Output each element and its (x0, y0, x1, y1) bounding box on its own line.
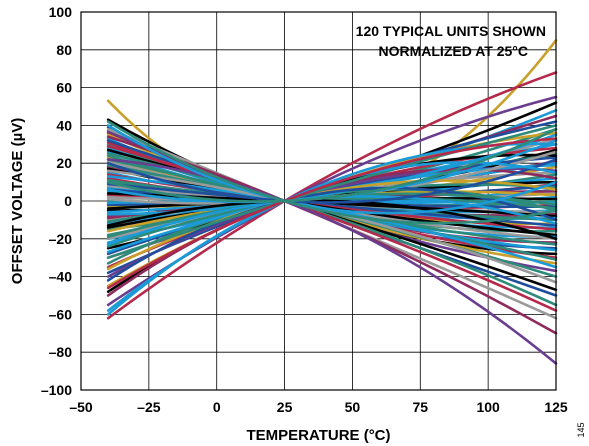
series-line-87 (106, 137, 558, 290)
x-tick-label-1: –25 (137, 399, 161, 415)
y-tick-label-8: 60 (56, 80, 72, 96)
x-tick-label-2: 0 (213, 399, 221, 415)
series-line-66 (106, 144, 558, 312)
y-tick-label-6: 20 (56, 155, 72, 171)
series-line-86 (106, 120, 558, 225)
annotation-line-1: 120 TYPICAL UNITS SHOWN (356, 23, 546, 39)
x-tick-labels: –50 –25 0 25 50 75 100 125 (69, 399, 568, 415)
x-tick-label-5: 75 (412, 399, 428, 415)
y-tick-label-10: 100 (49, 4, 73, 20)
y-tick-label-9: 80 (56, 42, 72, 58)
series-lines (106, 39, 558, 365)
annotation-line-2: NORMALIZED AT 25°C (379, 43, 529, 59)
x-axis-title: TEMPERATURE (°C) (246, 427, 390, 444)
series-line-83 (106, 124, 558, 215)
x-tick-label-6: 100 (476, 399, 500, 415)
series-line-89 (106, 127, 558, 203)
series-line-82 (106, 124, 558, 259)
y-tick-label-4: –20 (49, 231, 73, 247)
y-tick-label-0: –100 (41, 382, 72, 398)
series-line-1 (106, 71, 558, 320)
y-tick-labels: –100 –80 –60 –40 –20 0 20 40 60 80 100 (41, 4, 72, 398)
y-tick-label-2: –60 (49, 306, 73, 322)
x-tick-label-4: 50 (345, 399, 361, 415)
y-tick-label-1: –80 (49, 344, 73, 360)
x-tick-label-3: 25 (277, 399, 293, 415)
figure-number: 145 (576, 422, 586, 437)
y-tick-label-7: 40 (56, 117, 72, 133)
x-tick-label-7: 125 (544, 399, 568, 415)
plot-frame (80, 11, 557, 391)
series-line-69 (106, 158, 558, 365)
y-tick-label-3: –40 (49, 269, 73, 285)
series-line-84 (106, 158, 558, 204)
y-axis-title: OFFSET VOLTAGE (µV) (9, 118, 26, 284)
x-tick-label-0: –50 (69, 399, 93, 415)
series-line-81 (106, 199, 558, 241)
y-tick-label-5: 0 (64, 193, 72, 209)
